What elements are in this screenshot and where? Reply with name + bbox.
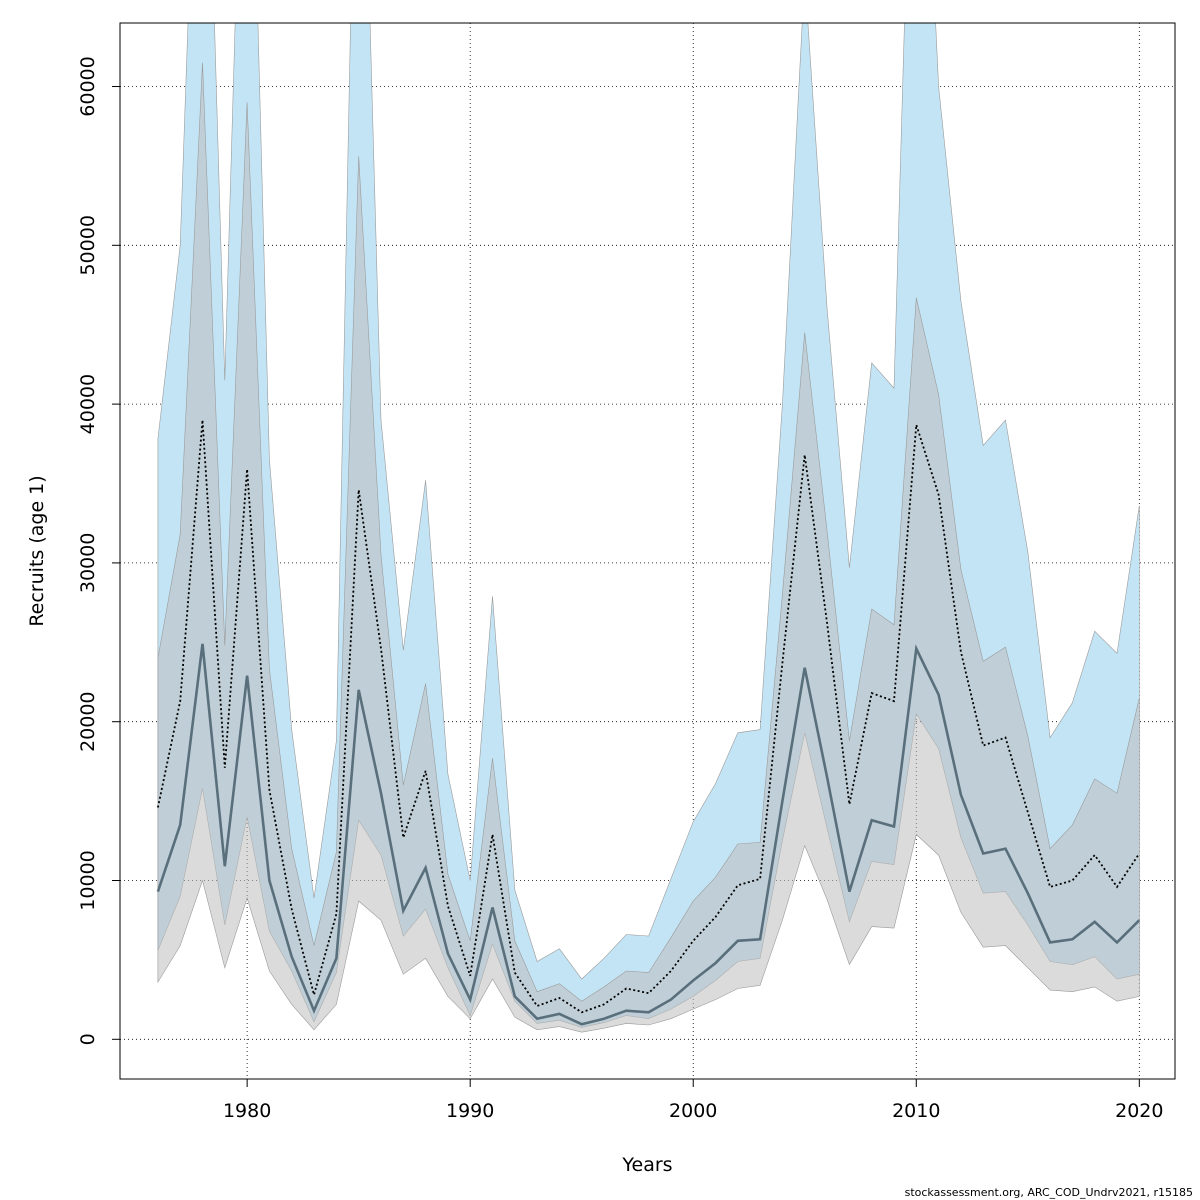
footer-credit: stockassessment.org, ARC_COD_Undrv2021, … [905,1186,1193,1199]
x-tick-label-2010: 2010 [892,1100,940,1122]
grey-outer-band [157,62,1140,1033]
x-axis-label: Years [621,1154,672,1176]
dotted-estimate-line [157,419,1141,1014]
x-tick-label-1990: 1990 [446,1100,494,1122]
y-axis: 0 10000 20000 30000 40000 50000 60000 [77,56,121,1045]
y-tick-label-10000: 10000 [77,850,99,910]
y-tick-label-60000: 60000 [77,56,99,116]
x-tick-label-2020: 2020 [1115,1100,1163,1122]
confidence-bands [157,23,1140,1033]
y-tick-label-0: 0 [77,1033,99,1045]
solid-median-line [156,643,1141,1026]
y-tick-label-30000: 30000 [77,533,99,593]
y-tick-label-20000: 20000 [77,691,99,751]
y-tick-label-50000: 50000 [77,215,99,275]
x-tick-label-1980: 1980 [223,1100,271,1122]
series-lines [156,419,1141,1026]
x-tick-label-2000: 2000 [669,1100,717,1122]
x-axis: 1980 1990 2000 2010 2020 [223,1078,1163,1122]
y-tick-label-40000: 40000 [77,374,99,434]
y-axis-label: Recruits (age 1) [26,475,48,626]
